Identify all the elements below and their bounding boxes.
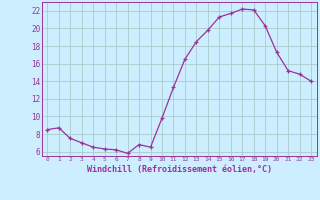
X-axis label: Windchill (Refroidissement éolien,°C): Windchill (Refroidissement éolien,°C) xyxy=(87,165,272,174)
